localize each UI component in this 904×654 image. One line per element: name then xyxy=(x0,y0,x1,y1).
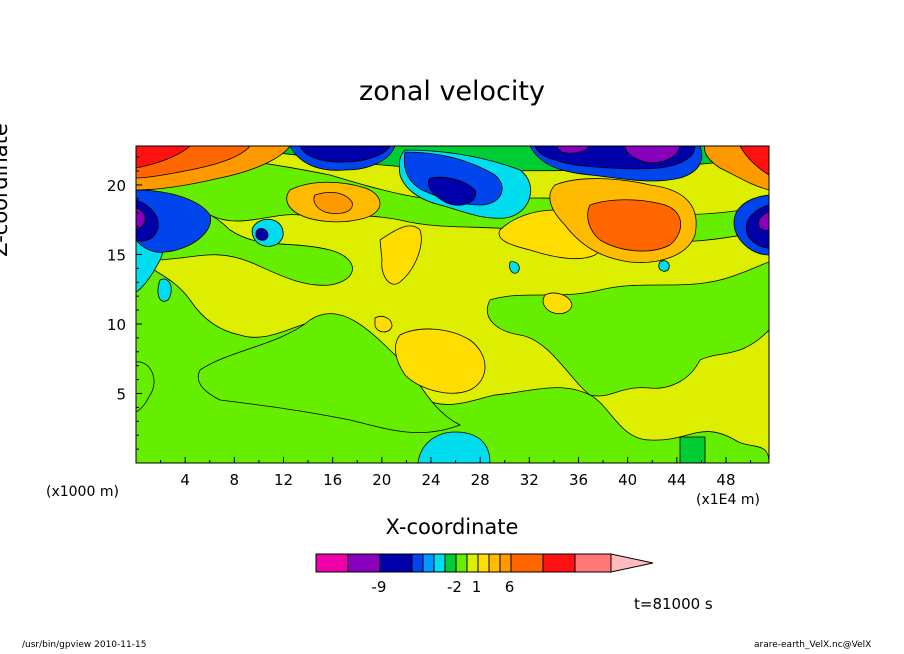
x-tick-label: 16 xyxy=(323,471,342,489)
colorbar-segment xyxy=(444,553,457,573)
x-axis-title: X-coordinate xyxy=(385,515,519,539)
x-tick-label: 48 xyxy=(716,471,735,489)
x-unit-right: (x1E4 m) xyxy=(696,492,760,508)
x-tick-label: 24 xyxy=(421,471,440,489)
contour-region xyxy=(624,146,681,164)
contour-region xyxy=(509,261,520,274)
x-tick-label: 20 xyxy=(372,471,391,489)
contour-region xyxy=(136,361,155,413)
contour-region xyxy=(299,146,391,163)
chart-title: zonal velocity xyxy=(359,76,545,107)
y-tick-label: 15 xyxy=(107,246,126,264)
y-tick-label: 10 xyxy=(107,316,126,334)
x-tick-label: 8 xyxy=(230,471,240,489)
footer-right: arare-earth_VelX.nc@VelX xyxy=(754,640,872,650)
colorbar-segment xyxy=(574,553,612,573)
contour-region xyxy=(255,228,269,241)
x-tick-label: 44 xyxy=(667,471,686,489)
y-tick-label: 20 xyxy=(107,177,126,195)
x-tick-label: 4 xyxy=(180,471,190,489)
contour-region xyxy=(758,211,769,231)
colorbar-segment xyxy=(510,553,544,573)
contour-region xyxy=(197,313,461,434)
colorbar-segment xyxy=(488,553,501,573)
contour-region xyxy=(587,199,682,252)
colorbar-segment xyxy=(477,553,490,573)
colorbar-segment xyxy=(347,553,381,573)
colorbar-segment xyxy=(411,553,424,573)
colorbar-segment xyxy=(422,553,435,573)
colorbar-segment xyxy=(379,553,413,573)
x-tick-label: 36 xyxy=(569,471,588,489)
colorbar-arrow xyxy=(610,553,654,573)
y-tick-label: 5 xyxy=(116,385,126,403)
contour-region xyxy=(379,225,422,285)
contour-field xyxy=(136,146,769,463)
colorbar-label: 1 xyxy=(472,578,482,596)
x-tick-label: 40 xyxy=(618,471,637,489)
contour-region xyxy=(374,316,393,333)
contour-region xyxy=(542,292,573,315)
x-tick-label: 32 xyxy=(520,471,539,489)
time-label: t=81000 s xyxy=(634,595,713,613)
contour-region xyxy=(136,189,211,253)
colorbar-label: 6 xyxy=(505,578,515,596)
y-axis-title: Z-coordinate xyxy=(0,123,12,257)
colorbar-label: -2 xyxy=(447,578,462,596)
contour-region xyxy=(739,146,769,176)
contour-region xyxy=(395,328,486,394)
footer-left: /usr/bin/gpview 2010-11-15 xyxy=(22,640,147,650)
contour-region xyxy=(658,260,670,272)
colorbar-segment xyxy=(315,553,349,573)
contour-region xyxy=(136,199,159,242)
contour-region xyxy=(313,191,353,214)
colorbar-segment xyxy=(466,553,479,573)
contour-region xyxy=(136,146,191,169)
contour-region xyxy=(417,431,491,463)
plot-frame xyxy=(135,145,770,464)
colorbar-segment xyxy=(433,553,446,573)
contour-region xyxy=(157,278,172,302)
x-unit-left: (x1000 m) xyxy=(46,484,119,500)
x-tick-label: 12 xyxy=(274,471,293,489)
colorbar-label: -9 xyxy=(372,578,387,596)
colorbar-segment xyxy=(455,553,468,573)
contour-region xyxy=(136,257,769,463)
contour-region xyxy=(679,436,706,463)
contour-region xyxy=(428,176,477,206)
colorbar-segment xyxy=(542,553,576,573)
colorbar-segment xyxy=(499,553,512,573)
contour-region xyxy=(136,207,146,230)
x-tick-label: 28 xyxy=(471,471,490,489)
